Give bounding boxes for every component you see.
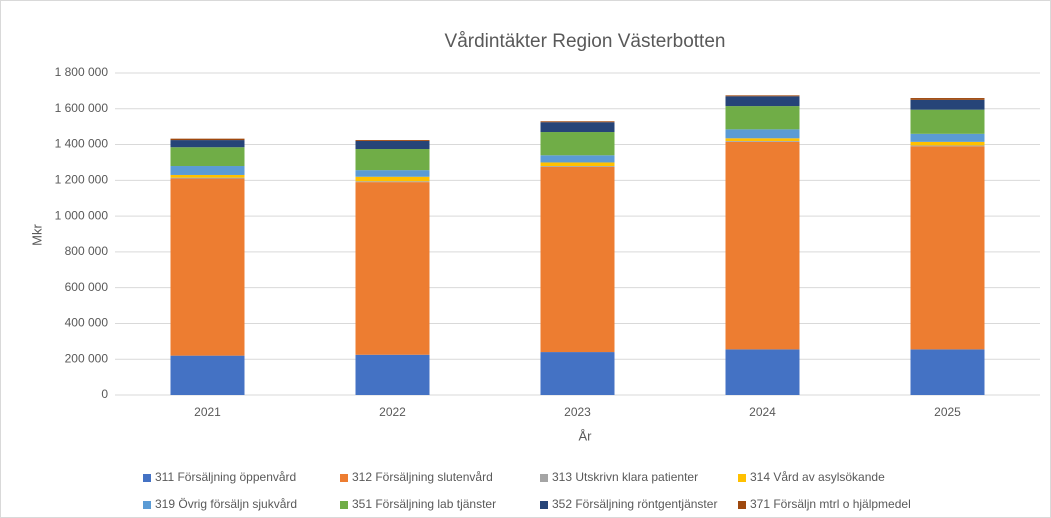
bar-segment [540, 122, 615, 133]
legend-label: 312 Försäljning slutenvård [352, 470, 493, 484]
bar-segment [170, 174, 245, 178]
bar-segment [725, 141, 800, 350]
legend-swatch [540, 501, 548, 509]
legend-label: 311 Försäljning öppenvård [155, 470, 296, 484]
y-tick-label: 400 000 [65, 316, 109, 330]
bar-segment [540, 166, 615, 167]
legend-swatch [143, 474, 151, 482]
legend-swatch [540, 474, 548, 482]
bar-segment [910, 98, 985, 100]
legend-label: 319 Övrig försäljn sjukvård [155, 497, 297, 511]
bar-segment [355, 354, 430, 395]
bar-segment [540, 121, 615, 123]
bar-segment [910, 145, 985, 147]
x-tick-label: 2024 [749, 405, 776, 419]
bar-segment [170, 138, 245, 141]
bar-segment [355, 140, 430, 150]
x-tick-label: 2023 [564, 405, 591, 419]
bar-segment [910, 99, 985, 110]
bar-segment [540, 166, 615, 353]
legend-swatch [340, 501, 348, 509]
x-axis-label: År [579, 428, 593, 443]
x-tick-label: 2021 [194, 405, 221, 419]
bar-segment [910, 133, 985, 142]
bar-segment [170, 177, 245, 179]
y-tick-label: 200 000 [65, 351, 109, 365]
y-tick-label: 1 800 000 [55, 65, 109, 79]
bar-segment [540, 132, 615, 156]
legend-swatch [340, 474, 348, 482]
y-tick-label: 1 400 000 [55, 137, 109, 151]
x-tick-label: 2025 [934, 405, 961, 419]
y-tick-label: 800 000 [65, 244, 109, 258]
bar-segment [170, 178, 245, 356]
legend-label: 352 Försäljning röntgentjänster [552, 497, 717, 511]
bar-segment [910, 349, 985, 395]
legend-label: 314 Vård av asylsökande [750, 470, 885, 484]
y-tick-label: 1 600 000 [55, 101, 109, 115]
bar-segment [540, 352, 615, 395]
bar-segment [725, 140, 800, 142]
bar-segment [725, 349, 800, 395]
bar-segment [725, 95, 800, 97]
bar-segment [725, 106, 800, 130]
y-tick-label: 1 000 000 [55, 208, 109, 222]
y-tick-label: 0 [101, 387, 108, 401]
bar-segment [540, 162, 615, 167]
bar-segment [725, 96, 800, 107]
bar-segment [355, 170, 430, 177]
y-tick-label: 1 200 000 [55, 173, 109, 187]
bar-segment [725, 129, 800, 139]
legend-swatch [143, 501, 151, 509]
bar-segment [355, 181, 430, 183]
bar-segment [910, 146, 985, 350]
legend-label: 313 Utskrivn klara patienter [552, 470, 698, 484]
bar-segment [355, 182, 430, 355]
x-tick-label: 2022 [379, 405, 406, 419]
chart-title: Vårdintäkter Region Västerbotten [445, 31, 726, 52]
bar-segment [170, 355, 245, 395]
bar-segment [170, 166, 245, 175]
bar-segment [725, 138, 800, 141]
bar-segment [355, 149, 430, 171]
legend-swatch [738, 474, 746, 482]
bar-segment [170, 147, 245, 167]
bar-segment [910, 109, 985, 134]
bar-segment [910, 141, 985, 146]
legend-label: 371 Försäljn mtrl o hjälpmedel [750, 497, 911, 511]
bar-segment [355, 140, 430, 141]
bar-segment [355, 176, 430, 182]
legend-swatch [738, 501, 746, 509]
y-tick-label: 600 000 [65, 280, 109, 294]
bar-segment [540, 155, 615, 163]
legend-label: 351 Försäljning lab tjänster [352, 497, 496, 511]
bar-segment [170, 140, 245, 148]
y-axis-label: Mkr [29, 224, 44, 246]
